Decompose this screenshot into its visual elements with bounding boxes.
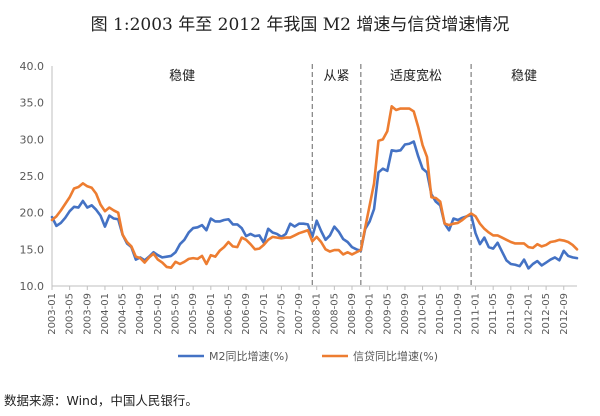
x-tick-label: 2010-09 bbox=[453, 293, 464, 335]
series-lines bbox=[50, 105, 579, 270]
y-tick-label: 25.0 bbox=[20, 170, 45, 183]
x-tick-label: 2007-01 bbox=[259, 293, 270, 335]
policy-dividers bbox=[311, 64, 472, 286]
policy-region-label: 从紧 bbox=[324, 69, 350, 84]
line-chart: 10.0 15.0 20.0 25.0 30.0 35.0 40.0 2003-01 2003-… bbox=[20, 60, 579, 363]
x-tick-label: 2009-01 bbox=[365, 293, 376, 335]
x-tick-label: 2004-01 bbox=[100, 293, 111, 335]
x-tick-label: 2005-05 bbox=[171, 293, 182, 335]
series-line-m2 bbox=[50, 140, 579, 270]
x-tick-label: 2011-05 bbox=[488, 293, 499, 335]
x-tick-label: 2008-01 bbox=[312, 293, 323, 335]
x-tick-label: 2008-05 bbox=[329, 293, 340, 335]
x-tick-label: 2007-09 bbox=[294, 293, 305, 335]
x-tick-label: 2003-09 bbox=[82, 293, 93, 335]
x-tick-label: 2003-01 bbox=[47, 293, 58, 335]
x-tick-label: 2008-09 bbox=[347, 293, 358, 335]
axes: 10.0 15.0 20.0 25.0 30.0 35.0 40.0 2003-01 2003-… bbox=[20, 60, 577, 335]
series-line-credit bbox=[50, 105, 579, 269]
x-tick-label: 2010-05 bbox=[435, 293, 446, 335]
x-tick-label: 2012-05 bbox=[541, 293, 552, 335]
y-tick-label: 15.0 bbox=[20, 243, 45, 256]
y-tick-label: 10.0 bbox=[20, 280, 45, 293]
x-tick-label: 2004-09 bbox=[135, 293, 146, 335]
x-tick-label: 2006-01 bbox=[206, 293, 217, 335]
x-tick-label: 2005-01 bbox=[153, 293, 164, 335]
y-tick-label: 35.0 bbox=[20, 97, 45, 110]
x-tick-label: 2006-09 bbox=[241, 293, 252, 335]
x-tick-label: 2012-09 bbox=[559, 293, 570, 335]
x-tick-label: 2010-01 bbox=[418, 293, 429, 335]
x-tick-label: 2009-05 bbox=[382, 293, 393, 335]
x-tick-label: 2004-05 bbox=[118, 293, 129, 335]
policy-region-label: 稳健 bbox=[169, 68, 195, 84]
legend-label: 信贷同比增速(%) bbox=[353, 349, 438, 363]
policy-region-label: 适度宽松 bbox=[390, 68, 442, 84]
y-tick-label: 40.0 bbox=[20, 60, 45, 73]
y-tick-label: 30.0 bbox=[20, 133, 45, 146]
chart-title: 图 1:2003 年至 2012 年我国 M2 增速与信贷增速情况 bbox=[90, 15, 510, 35]
policy-region-label: 稳健 bbox=[511, 68, 537, 84]
x-tick-label: 2012-01 bbox=[523, 293, 534, 335]
x-tick-label: 2009-09 bbox=[400, 293, 411, 335]
data-source-note: 数据来源：Wind，中国人民银行。 bbox=[4, 393, 198, 408]
policy-region-labels: 稳健 从紧 适度宽松 稳健 bbox=[169, 68, 537, 84]
x-tick-label: 2011-09 bbox=[506, 293, 517, 335]
x-tick-label: 2003-05 bbox=[65, 293, 76, 335]
x-tick-label: 2005-09 bbox=[188, 293, 199, 335]
legend-label: M2同比增速(%) bbox=[209, 349, 289, 363]
y-tick-label: 20.0 bbox=[20, 207, 45, 220]
x-tick-label: 2011-01 bbox=[471, 293, 482, 335]
chart-area: 10.0 15.0 20.0 25.0 30.0 35.0 40.0 2003-01 2003-… bbox=[0, 44, 600, 384]
legend: M2同比增速(%) 信贷同比增速(%) bbox=[178, 349, 438, 363]
x-tick-label: 2007-05 bbox=[276, 293, 287, 335]
x-tick-label: 2006-05 bbox=[223, 293, 234, 335]
